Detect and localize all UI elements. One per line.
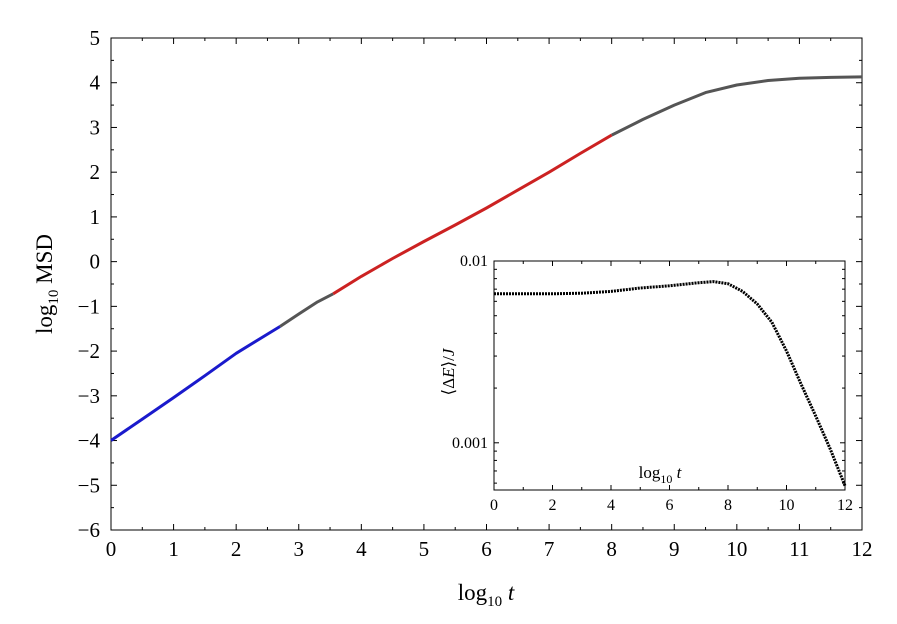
main-x-tick-label: 1 [168,537,179,561]
main-y-tick-label: 0 [90,250,101,274]
main-x-tick-label: 5 [419,537,430,561]
inset-x-axis-label: log10 t [639,463,683,486]
main-y-tick-label: −1 [78,294,100,318]
inset-x-tick-label: 10 [779,497,795,514]
main-y-tick-label: −5 [78,473,100,497]
msd-series-fit [332,133,613,296]
inset-x-tick-label: 6 [666,497,674,514]
main-x-tick-label: 2 [231,537,242,561]
main-y-tick-label: −4 [78,429,101,453]
inset-y-axis-label: ⟨ΔE⟩/J [439,347,458,395]
energy-series [494,280,847,487]
inset-y-tick-label: 0.001 [452,435,488,452]
main-x-tick-label: 0 [106,537,117,561]
inset-x-tick-label: 2 [549,497,557,514]
inset-y-tick-label: 0.01 [460,253,488,270]
main-y-tick-label: 5 [90,26,101,50]
main-x-tick-label: 11 [789,537,809,561]
main-x-tick-label: 8 [606,537,617,561]
main-x-axis-label: log10 t [458,580,515,610]
main-x-tick-label: 7 [544,537,555,561]
inset-x-tick-label: 8 [724,497,732,514]
main-y-tick-labels: −6 −5 −4 −3 −2 −1 0 1 2 3 4 5 [78,26,101,542]
main-y-tick-label: 4 [90,71,101,95]
main-y-tick-label: 3 [90,115,101,139]
main-x-tick-label: 12 [852,537,873,561]
inset-y-tick-labels: 0.001 0.01 [452,253,488,452]
main-x-tick-labels: 0 1 2 3 4 5 6 7 8 9 10 11 12 [106,537,873,561]
inset-plot: 0 2 4 6 8 10 12 0.001 0.01 log10 t ⟨ΔE⟩/J [439,253,853,514]
main-y-tick-label: −2 [78,339,100,363]
main-x-tick-label: 9 [669,537,680,561]
main-x-tick-label: 10 [726,537,747,561]
main-x-tick-label: 4 [356,537,367,561]
main-series [110,75,863,442]
main-x-tick-label: 6 [481,537,492,561]
main-y-tick-label: 1 [90,205,101,229]
inset-x-tick-label: 12 [837,497,853,514]
inset-series [494,280,847,487]
msd-series-mid [279,292,334,328]
main-x-tick-label: 3 [294,537,305,561]
main-y-tick-label: −3 [78,384,100,408]
msd-series-mid [611,75,863,137]
msd-series-early [110,325,281,442]
main-ticks [110,37,863,531]
main-y-axis-label: log10 MSD [32,234,62,334]
inset-x-tick-labels: 0 2 4 6 8 10 12 [490,497,853,514]
main-y-tick-label: 2 [90,160,101,184]
inset-ticks [493,260,846,490]
main-y-tick-label: −6 [78,518,100,542]
inset-x-tick-label: 0 [490,497,498,514]
inset-x-tick-label: 4 [607,497,615,514]
inset-plot-background [494,261,845,490]
